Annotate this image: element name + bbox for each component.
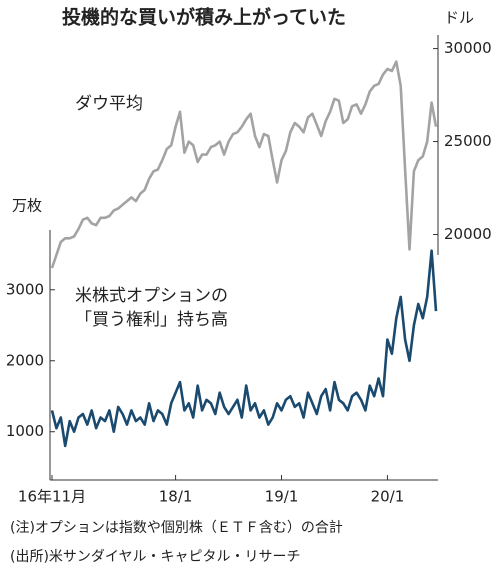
x-tick-label: 16年11月 xyxy=(18,488,86,506)
y2-unit: ドル xyxy=(444,9,474,27)
y2-tick-label: 25000 xyxy=(444,132,492,150)
y-tick-label: 2000 xyxy=(6,351,44,369)
x-tick-label: 20/1 xyxy=(371,488,405,506)
y-tick-label: 3000 xyxy=(6,280,44,298)
series-line xyxy=(50,249,438,448)
note: (注)オプションは指数や個別株（ＥＴＦ含む）の合計 xyxy=(10,520,343,536)
note: (出所)米サンダイヤル・キャピタル・リサーチ xyxy=(10,549,301,565)
y2-tick-label: 20000 xyxy=(444,225,492,243)
y-tick-label: 1000 xyxy=(6,422,44,440)
y-unit: 万枚 xyxy=(12,197,42,215)
series-label: ダウ平均 xyxy=(75,94,143,114)
series-line xyxy=(50,60,438,269)
x-tick-label: 18/1 xyxy=(159,488,193,506)
chart-title: 投機的な買いが積み上がっていた xyxy=(62,6,346,29)
series-label: 米株式オプションの「買う権利」持ち高 xyxy=(75,286,228,330)
y2-tick-label: 30000 xyxy=(444,39,492,57)
x-tick-label: 19/1 xyxy=(265,488,299,506)
